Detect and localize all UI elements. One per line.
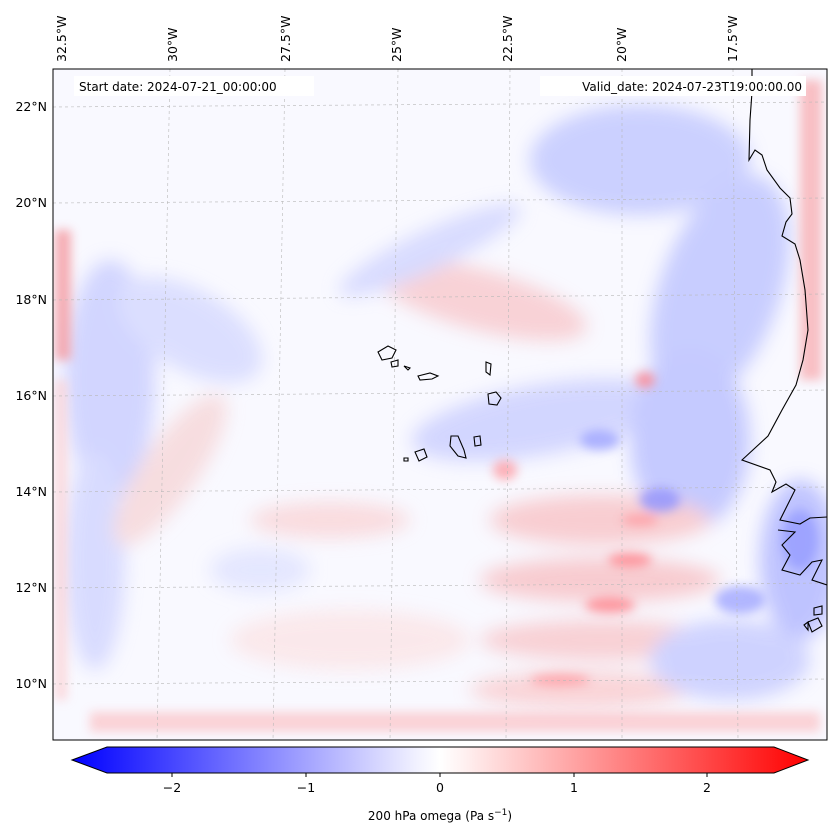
- map-frame: [52, 68, 828, 741]
- lat-label: 22°N: [15, 99, 47, 114]
- sao-nicolau: [417, 372, 440, 381]
- lat-label: 12°N: [15, 580, 47, 595]
- santo-antao: [377, 345, 397, 361]
- africa-coastline: [740, 69, 827, 525]
- colorbar-tick-label: −1: [297, 780, 315, 795]
- santa-luzia: [403, 365, 412, 371]
- lat-label: 10°N: [15, 676, 47, 691]
- boa-vista: [487, 391, 502, 406]
- colorbar-tick-label: −2: [163, 780, 181, 795]
- latitude-labels: 22°N 20°N 18°N 16°N 14°N 12°N 10°N: [15, 99, 47, 691]
- brava-island: [403, 457, 409, 462]
- valid-date-label: Valid_date: 2024-07-23T19:00:00.00: [582, 80, 802, 94]
- start-date-label: Start date: 2024-07-21_00:00:00: [79, 80, 277, 94]
- santiago-island: [449, 435, 467, 459]
- colorbar-body: [70, 746, 810, 774]
- gridlines: [53, 69, 827, 740]
- omega-field: [65, 105, 827, 708]
- start-date-box: [74, 76, 314, 96]
- lon-label: 25°W: [389, 27, 404, 62]
- colorbar: −2 −1 0 1 2 200 hPa omega (Pa s−1): [70, 746, 810, 823]
- valid-date-box: [540, 76, 806, 96]
- colorbar-tick-label: 1: [570, 780, 578, 795]
- fogo-island: [414, 448, 428, 462]
- colorbar-ticks: [171, 773, 708, 777]
- lon-label: 22.5°W: [500, 16, 515, 62]
- map-panel: Start date: 2024-07-21_00:00:00 Valid_da…: [52, 68, 828, 741]
- longitude-labels: 32.5°W 30°W 27.5°W 25°W 22.5°W 20°W 17.5…: [54, 16, 740, 62]
- maio-island: [473, 435, 482, 447]
- coastlines: [377, 69, 827, 633]
- colorbar-tick-label: 0: [436, 780, 444, 795]
- boundary-artifacts: [55, 80, 822, 732]
- lon-label: 20°W: [614, 27, 629, 62]
- colorbar-label: 200 hPa omega (Pa s−1): [368, 808, 512, 823]
- lat-label: 18°N: [15, 292, 47, 307]
- lat-label: 14°N: [15, 484, 47, 499]
- colorbar-tick-label: 2: [703, 780, 711, 795]
- omega-field-detail: [493, 372, 818, 686]
- sao-vicente: [390, 359, 399, 368]
- lon-label: 17.5°W: [725, 16, 740, 62]
- sal-island: [485, 361, 492, 377]
- lon-label: 30°W: [165, 27, 180, 62]
- lon-label: 32.5°W: [54, 16, 69, 62]
- lat-label: 20°N: [15, 195, 47, 210]
- lon-label: 27.5°W: [278, 16, 293, 62]
- lat-label: 16°N: [15, 388, 47, 403]
- gambia-coast: [777, 529, 827, 586]
- bijagos-islands: [803, 605, 823, 633]
